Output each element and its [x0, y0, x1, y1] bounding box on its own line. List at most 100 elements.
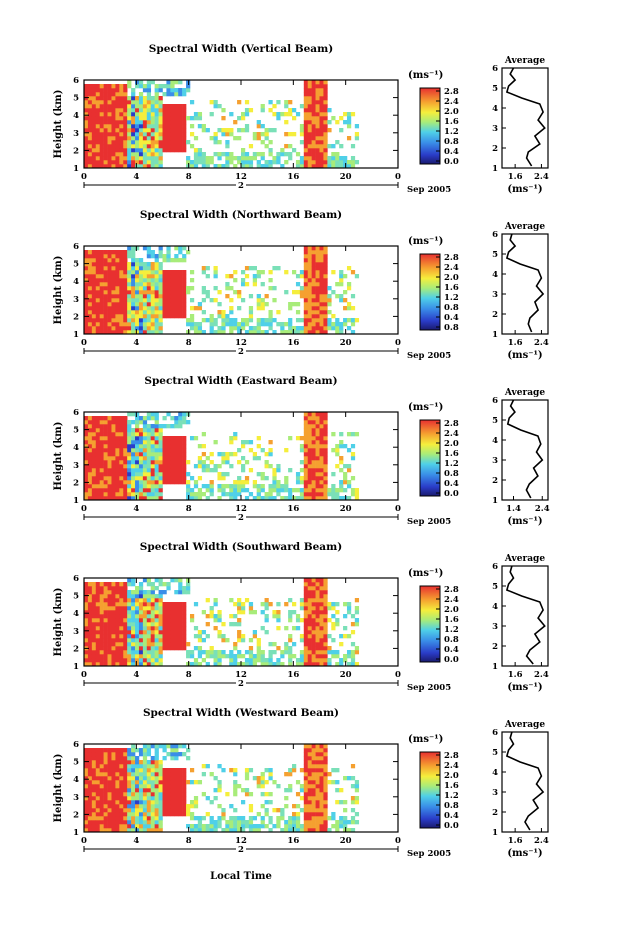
- y-tick-label: 4: [73, 443, 79, 453]
- heatmap-cell: [268, 772, 273, 777]
- heatmap-cell: [146, 606, 152, 611]
- heatmap-cell: [292, 132, 297, 137]
- heatmap-cell: [115, 444, 120, 449]
- heatmap-cell: [150, 120, 155, 125]
- heatmap-cell: [303, 140, 309, 145]
- heatmap-cell: [311, 314, 316, 319]
- heatmap-cell: [237, 294, 242, 299]
- heatmap-cell: [343, 824, 348, 829]
- heatmap-cell: [115, 266, 120, 271]
- heatmap-cell: [127, 428, 132, 433]
- heatmap-cell: [272, 476, 277, 481]
- heatmap-cell: [209, 452, 214, 457]
- heatmap-cell: [319, 488, 324, 493]
- heatmap-cell: [233, 120, 238, 125]
- heatmap-cell: [142, 622, 148, 627]
- heatmap-cell: [170, 578, 175, 583]
- heatmap-cell: [193, 330, 199, 335]
- heatmap-cell: [189, 780, 195, 785]
- heatmap-cell: [170, 796, 175, 801]
- heatmap-cell: [131, 460, 136, 465]
- heatmap-cell: [119, 638, 124, 643]
- heatmap-cell: [201, 290, 206, 295]
- heatmap-cell: [99, 614, 104, 619]
- heatmap-cell: [166, 776, 171, 781]
- heatmap-cell: [166, 752, 171, 757]
- heatmap-cell: [127, 282, 132, 287]
- heatmap-cell: [150, 800, 155, 805]
- heatmap-cell: [142, 828, 148, 833]
- heatmap-cell: [107, 800, 112, 805]
- heatmap-cell: [158, 808, 163, 813]
- heatmap-cell: [146, 776, 152, 781]
- heatmap-cell: [248, 330, 254, 335]
- heatmap-cell: [91, 760, 97, 765]
- heatmap-cell: [135, 132, 140, 137]
- heatmap-cell: [288, 618, 293, 623]
- heatmap-cell: [346, 136, 352, 141]
- heatmap-cell: [303, 488, 309, 493]
- heatmap-cell: [146, 614, 152, 619]
- heatmap-cell: [244, 266, 250, 271]
- heatmap-cell: [115, 270, 120, 275]
- heatmap-cell: [103, 484, 108, 489]
- heatmap-cell: [158, 436, 163, 441]
- heatmap-cell: [111, 464, 116, 469]
- heatmap-cell: [146, 764, 152, 769]
- heatmap-cell: [186, 586, 191, 591]
- heatmap-cell: [182, 286, 187, 291]
- y-tick-label: 2: [73, 478, 79, 488]
- heatmap-cell: [103, 250, 108, 255]
- heatmap-cell: [154, 416, 159, 421]
- heatmap-cell: [131, 148, 136, 153]
- heatmap-cell: [170, 140, 175, 145]
- heatmap-cell: [131, 294, 136, 299]
- heatmap-cell: [170, 416, 175, 421]
- heatmap-cell: [119, 804, 124, 809]
- heatmap-cell: [103, 128, 108, 133]
- heatmap-cell: [103, 278, 108, 283]
- heatmap-cell: [123, 792, 128, 797]
- heatmap-cell: [131, 322, 136, 327]
- heatmap-cell: [135, 764, 140, 769]
- heatmap-cell: [323, 788, 328, 793]
- heatmap-cell: [154, 606, 159, 611]
- heatmap-cell: [87, 436, 93, 441]
- heatmap-cell: [248, 804, 254, 809]
- colorbar-tick-label: 0.4: [444, 479, 459, 489]
- heatmap-cell: [138, 144, 144, 149]
- heatmap-cell: [91, 492, 97, 497]
- heatmap-cell: [154, 796, 159, 801]
- heatmap-cell: [127, 322, 132, 327]
- heatmap-cell: [135, 140, 140, 145]
- heatmap-cell: [323, 310, 328, 315]
- heatmap-cell: [135, 756, 140, 761]
- heatmap-cell: [319, 302, 324, 307]
- heatmap-cell: [182, 258, 187, 263]
- heatmap-cell: [284, 160, 289, 165]
- heatmap-cell: [284, 484, 289, 489]
- heatmap-cell: [264, 318, 269, 323]
- heatmap-cell: [158, 290, 163, 295]
- heatmap-cell: [323, 654, 328, 659]
- heatmap-cell: [146, 318, 152, 323]
- heatmap-cell: [323, 748, 328, 753]
- heatmap-cell: [150, 322, 155, 327]
- heatmap-cell: [127, 290, 132, 295]
- heatmap-cell: [323, 120, 328, 125]
- heatmap-cell: [87, 808, 93, 813]
- heatmap-cell: [135, 464, 140, 469]
- heatmap-cell: [103, 496, 108, 501]
- heatmap-cell: [189, 496, 195, 501]
- heatmap-cell: [244, 662, 250, 667]
- heatmap-cell: [311, 460, 316, 465]
- heatmap-cell: [119, 630, 124, 635]
- heatmap-cell: [178, 476, 183, 481]
- heatmap-cell: [127, 756, 132, 761]
- heatmap-cell: [170, 610, 175, 615]
- y-axis-label: Height (km): [53, 256, 64, 325]
- heatmap-cell: [131, 582, 136, 587]
- heatmap-cell: [131, 804, 136, 809]
- heatmap-cell: [115, 642, 120, 647]
- heatmap-cell: [311, 768, 316, 773]
